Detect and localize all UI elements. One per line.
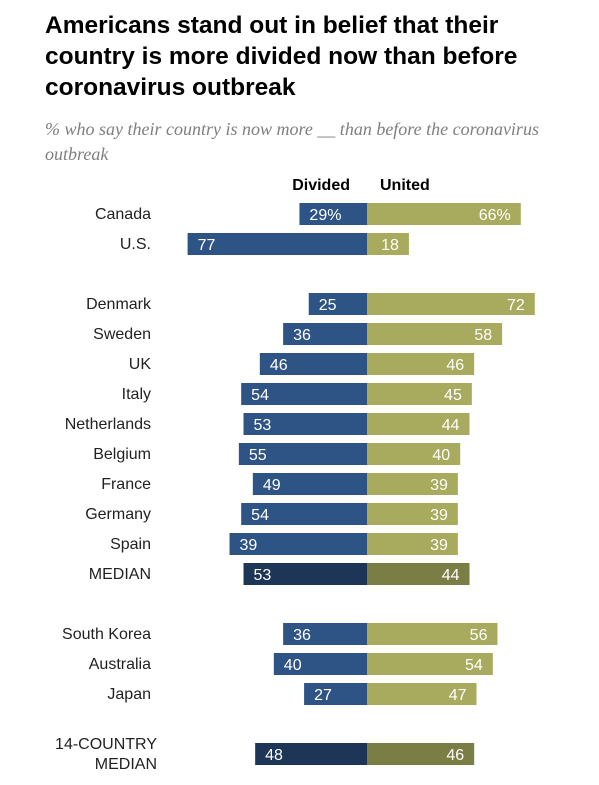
value-label-united-denmark: 72 [507, 297, 525, 314]
value-label-united-japan: 47 [449, 687, 467, 704]
category-label-spain: Spain [110, 536, 151, 553]
bar-divided-uk [259, 353, 367, 375]
value-label-divided-median: 53 [254, 567, 272, 584]
value-label-divided-australia: 40 [284, 657, 302, 674]
value-label-united-14-country-median: 46 [446, 747, 464, 764]
bar-divided-canada [299, 203, 367, 225]
value-label-united-australia: 54 [465, 657, 483, 674]
bar-divided-u-s [187, 233, 367, 255]
bar-united-belgium [367, 443, 461, 465]
value-label-united-canada: 66% [479, 207, 511, 224]
value-label-united-u-s: 18 [381, 237, 399, 254]
category-label-netherlands: Netherlands [65, 416, 151, 433]
value-label-divided-canada: 29% [309, 207, 341, 224]
legend-united: United [380, 177, 430, 194]
value-label-divided-spain: 39 [240, 537, 258, 554]
category-label-u-s: U.S. [120, 236, 151, 253]
bar-united-denmark [367, 293, 535, 315]
bar-united-italy [367, 383, 472, 405]
category-label-australia: Australia [89, 656, 151, 673]
bar-divided-japan [304, 683, 367, 705]
category-label-14-country-median: 14-COUNTRY MEDIAN [55, 736, 157, 773]
legend-divided: Divided [292, 177, 350, 194]
value-label-united-uk: 46 [446, 357, 464, 374]
bar-united-japan [367, 683, 477, 705]
category-label-uk: UK [129, 356, 152, 373]
bar-united-sweden [367, 323, 503, 345]
category-label-line: 14-COUNTRY [55, 736, 157, 753]
value-label-divided-belgium: 55 [249, 447, 267, 464]
bar-united-u-s [367, 233, 409, 255]
value-label-divided-japan: 27 [314, 687, 332, 704]
bar-divided-germany [241, 503, 367, 525]
bar-divided-netherlands [243, 413, 367, 435]
bar-divided-median [243, 563, 367, 585]
value-label-divided-france: 49 [263, 477, 281, 494]
value-label-divided-germany: 54 [251, 507, 269, 524]
bar-divided-france [252, 473, 367, 495]
bar-divided-italy [241, 383, 367, 405]
bar-divided-14-country-median [255, 743, 367, 765]
category-label-belgium: Belgium [93, 446, 151, 463]
value-label-divided-south-korea: 36 [293, 627, 311, 644]
value-label-united-median: 44 [442, 567, 460, 584]
bar-divided-sweden [283, 323, 367, 345]
bar-divided-belgium [238, 443, 367, 465]
category-label-japan: Japan [107, 686, 151, 703]
value-label-united-south-korea: 56 [470, 627, 488, 644]
category-label-denmark: Denmark [86, 296, 152, 313]
bar-united-germany [367, 503, 458, 525]
value-label-divided-italy: 54 [251, 387, 269, 404]
value-label-united-spain: 39 [430, 537, 448, 554]
category-label-canada: Canada [95, 206, 151, 223]
value-label-divided-uk: 46 [270, 357, 288, 374]
value-label-divided-netherlands: 53 [254, 417, 272, 434]
category-label-south-korea: South Korea [62, 626, 151, 643]
bar-divided-spain [229, 533, 367, 555]
category-label-france: France [101, 476, 151, 493]
category-label-italy: Italy [122, 386, 151, 403]
value-label-united-netherlands: 44 [442, 417, 460, 434]
value-label-united-belgium: 40 [432, 447, 450, 464]
category-label-sweden: Sweden [93, 326, 151, 343]
bar-united-spain [367, 533, 458, 555]
bar-united-france [367, 473, 458, 495]
bar-divided-denmark [308, 293, 367, 315]
value-label-united-italy: 45 [444, 387, 462, 404]
value-label-united-sweden: 58 [474, 327, 492, 344]
value-label-united-germany: 39 [430, 507, 448, 524]
bar-united-canada [367, 203, 521, 225]
category-label-germany: Germany [85, 506, 151, 523]
value-label-divided-u-s: 77 [198, 237, 216, 254]
bar-united-uk [367, 353, 475, 375]
bar-united-netherlands [367, 413, 470, 435]
bar-united-australia [367, 653, 493, 675]
bar-divided-south-korea [283, 623, 367, 645]
value-label-divided-14-country-median: 48 [265, 747, 283, 764]
bar-united-14-country-median [367, 743, 475, 765]
category-label-line: MEDIAN [95, 756, 157, 773]
bar-united-median [367, 563, 470, 585]
value-label-divided-denmark: 25 [319, 297, 337, 314]
chart-subtitle: % who say their country is now more __ t… [45, 119, 539, 164]
category-label-median: MEDIAN [89, 566, 151, 583]
value-label-united-france: 39 [430, 477, 448, 494]
chart-title: Americans stand out in belief that their… [45, 12, 518, 101]
value-label-divided-sweden: 36 [293, 327, 311, 344]
bar-divided-australia [273, 653, 367, 675]
bar-united-south-korea [367, 623, 498, 645]
